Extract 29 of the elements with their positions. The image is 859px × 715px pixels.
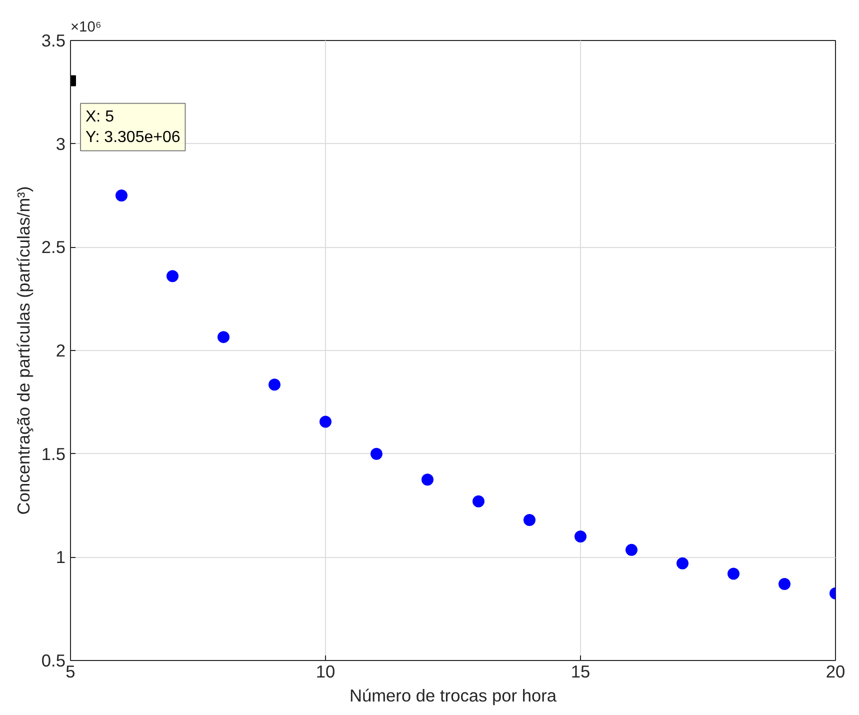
annotation: X: 5 Y: 3.305e+06 <box>86 108 180 146</box>
x-tick-label: 20 <box>826 662 846 682</box>
point <box>116 190 128 202</box>
point <box>778 578 790 590</box>
y-tick-label: 3 <box>56 134 66 154</box>
point <box>370 448 382 460</box>
point <box>574 530 586 542</box>
y-tick-label: 2.5 <box>41 237 66 258</box>
point <box>728 568 740 580</box>
y-tick-label: 1 <box>56 547 66 568</box>
point <box>422 474 434 486</box>
point <box>166 270 178 282</box>
text: ×10⁶ <box>70 20 102 36</box>
x-tick-label: 15 <box>570 662 590 682</box>
y-tick-label: 3.5 <box>41 30 66 50</box>
point <box>626 544 638 556</box>
y-tick-label: 1.5 <box>41 444 66 464</box>
point <box>268 378 280 391</box>
y-tick-label: 0.5 <box>41 650 66 670</box>
point <box>524 514 536 526</box>
x-axis-title: Número de trocas por hora <box>349 686 557 706</box>
y-axis-title: Concentração de partículas (partículas/m³) <box>13 186 34 515</box>
point <box>676 557 688 570</box>
y-tick-label: 2 <box>56 340 66 360</box>
x-tick-label: 10 <box>316 662 336 682</box>
point <box>320 416 332 428</box>
point <box>472 495 484 508</box>
point <box>218 331 230 344</box>
x-tick-label: 5 <box>66 662 76 682</box>
